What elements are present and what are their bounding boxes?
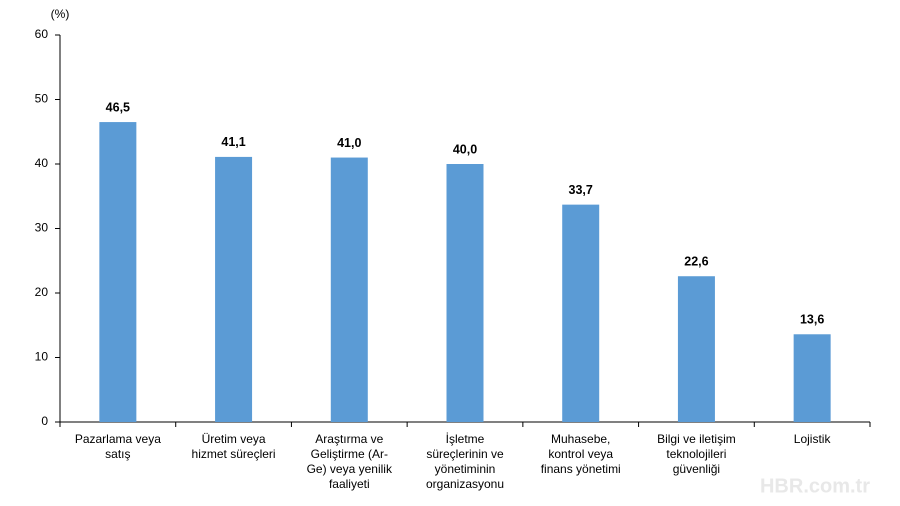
bar: [562, 204, 600, 422]
value-label: 13,6: [800, 313, 824, 327]
x-tick-label: Lojistik: [794, 432, 832, 446]
x-tick-label: Bilgi ve iletişim: [657, 432, 736, 446]
x-tick-label: organizasyonu: [426, 477, 504, 491]
y-tick-label: 50: [35, 92, 49, 106]
bar: [446, 164, 484, 422]
y-axis-label: (%): [51, 7, 70, 21]
x-tick-label: finans yönetimi: [541, 462, 621, 476]
value-label: 22,6: [684, 255, 708, 269]
x-tick-label: İşletme: [446, 432, 485, 446]
y-tick-label: 60: [35, 27, 49, 41]
watermark: HBR.com.tr: [760, 475, 870, 497]
y-tick-label: 0: [41, 414, 48, 428]
x-tick-label: Geliştirme (Ar-: [311, 447, 388, 461]
bar: [99, 122, 137, 422]
x-tick-label: satış: [105, 447, 130, 461]
bar: [215, 156, 253, 422]
y-tick-label: 10: [35, 350, 49, 364]
y-tick-label: 20: [35, 285, 49, 299]
y-tick-label: 40: [35, 156, 49, 170]
x-tick-label: kontrol veya: [548, 447, 613, 461]
value-label: 40,0: [453, 142, 477, 156]
x-tick-label: Ge) veya yenilik: [307, 462, 393, 476]
value-label: 46,5: [106, 100, 130, 114]
x-tick-label: faaliyeti: [329, 477, 370, 491]
value-label: 41,0: [337, 136, 361, 150]
x-tick-label: Pazarlama veya: [75, 432, 161, 446]
x-tick-label: güvenliği: [673, 462, 720, 476]
x-tick-label: yönetiminin: [435, 462, 496, 476]
value-label: 33,7: [569, 183, 593, 197]
value-label: 41,1: [221, 135, 245, 149]
x-tick-label: Araştırma ve: [315, 432, 383, 446]
bar: [330, 157, 368, 423]
bar: [793, 334, 831, 422]
x-tick-label: hizmet süreçleri: [192, 447, 276, 461]
y-tick-label: 30: [35, 221, 49, 235]
x-tick-label: teknolojileri: [666, 447, 726, 461]
bar: [677, 276, 715, 422]
x-tick-label: Üretim veya: [202, 432, 266, 446]
x-tick-label: Muhasebe,: [551, 432, 610, 446]
x-tick-label: süreçlerinin ve: [426, 447, 504, 461]
